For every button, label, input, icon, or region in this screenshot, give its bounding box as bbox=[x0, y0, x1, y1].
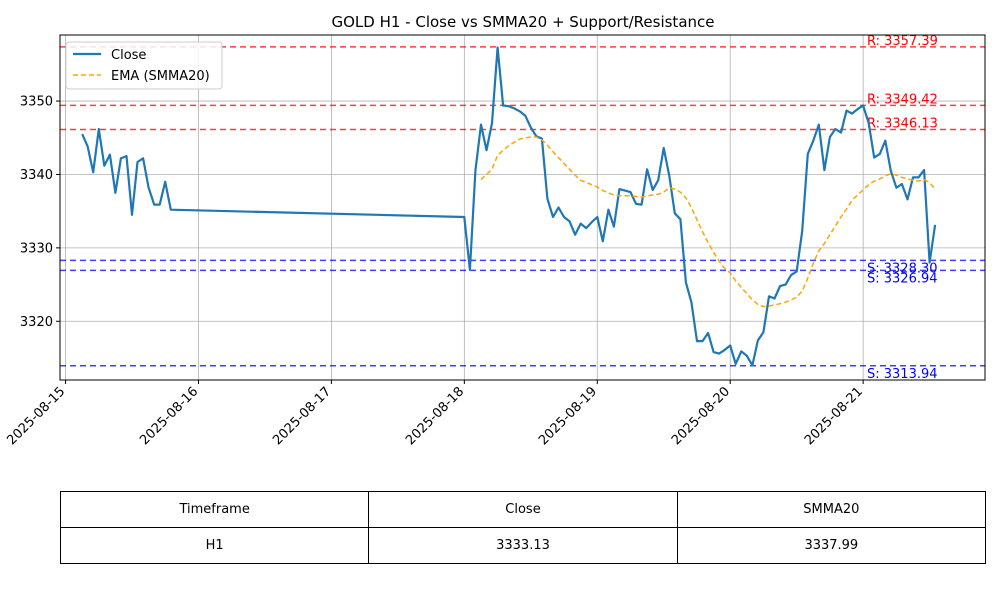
table-header-cell: SMMA20 bbox=[676, 491, 987, 528]
y-axis: 3320 3330 3340 3350 bbox=[20, 95, 60, 330]
resistance-label: R: 3346.13 bbox=[867, 116, 938, 131]
x-tick-label: 2025-08-20 bbox=[669, 384, 733, 448]
chart-title: GOLD H1 - Close vs SMMA20 + Support/Resi… bbox=[331, 13, 714, 31]
y-tick-label: 3330 bbox=[20, 241, 53, 256]
resistance-label: R: 3357.39 bbox=[867, 34, 938, 49]
x-tick-label: 2025-08-16 bbox=[137, 384, 201, 448]
table-row: H1 3333.13 3337.99 bbox=[59, 527, 987, 564]
summary-table: Timeframe Close SMMA20 H1 3333.13 3337.9… bbox=[59, 491, 987, 564]
series-lines bbox=[81, 46, 937, 367]
table-header-cell: Timeframe bbox=[59, 491, 370, 528]
y-tick-label: 3350 bbox=[20, 95, 53, 110]
table-cell: 3337.99 bbox=[676, 527, 987, 564]
legend: Close EMA (SMMA20) bbox=[65, 41, 223, 90]
chart: GOLD H1 - Close vs SMMA20 + Support/Resi… bbox=[4, 13, 986, 448]
legend-label: EMA (SMMA20) bbox=[111, 69, 210, 84]
x-tick-label: 2025-08-18 bbox=[403, 384, 467, 448]
table-header-cell: Close bbox=[368, 491, 678, 528]
grid bbox=[60, 35, 985, 380]
legend-label: Close bbox=[111, 48, 146, 63]
table-cell: H1 bbox=[59, 527, 370, 564]
support-label: S: 3326.94 bbox=[867, 271, 938, 286]
support-label: S: 3313.94 bbox=[867, 367, 938, 382]
y-tick-label: 3340 bbox=[20, 168, 53, 183]
x-tick-label: 2025-08-15 bbox=[4, 384, 68, 448]
plot-frame bbox=[59, 34, 986, 381]
support-label: S: 3328.30 bbox=[867, 261, 938, 276]
legend-box bbox=[65, 41, 223, 90]
x-tick-label: 2025-08-19 bbox=[536, 384, 600, 448]
x-axis: 2025-08-15 2025-08-16 2025-08-17 2025-08-18… bbox=[4, 380, 866, 448]
resistance-label: R: 3349.42 bbox=[867, 92, 938, 107]
table-cell: 3333.13 bbox=[368, 527, 678, 564]
x-tick-label: 2025-08-21 bbox=[802, 384, 866, 448]
smma20-line bbox=[480, 136, 936, 308]
y-tick-label: 3320 bbox=[20, 315, 53, 330]
x-tick-label: 2025-08-17 bbox=[270, 384, 334, 448]
close-price-line bbox=[81, 46, 937, 367]
table-header-row: Timeframe Close SMMA20 bbox=[59, 491, 987, 528]
